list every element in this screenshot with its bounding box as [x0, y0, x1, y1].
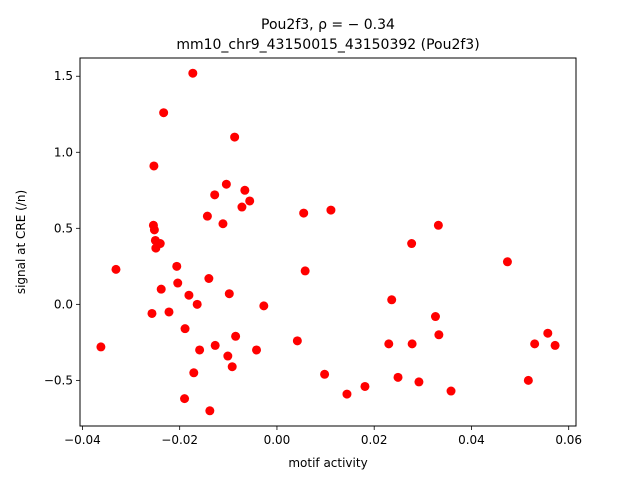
data-point: [164, 307, 174, 317]
data-point: [407, 339, 417, 349]
data-point: [189, 368, 199, 378]
data-point: [223, 351, 233, 361]
y-axis-ticks: −0.5 0.0 0.5 1.0 1.5: [44, 69, 80, 387]
data-point: [430, 312, 440, 322]
data-point: [342, 389, 352, 399]
x-axis-label: motif activity: [288, 456, 367, 470]
data-point: [300, 266, 310, 276]
data-point: [184, 290, 194, 300]
data-point: [245, 196, 255, 206]
data-point: [237, 202, 247, 212]
plot-frame: [79, 57, 577, 427]
data-point: [407, 239, 417, 249]
chart-title-line2: mm10_chr9_43150015_43150392 (Pou2f3): [176, 37, 479, 53]
data-point: [502, 257, 512, 267]
data-point: [188, 68, 198, 78]
y-tick-label: 0.5: [54, 221, 73, 235]
data-point: [393, 372, 403, 382]
data-point: [156, 284, 166, 294]
data-point: [210, 190, 220, 200]
data-point: [446, 386, 456, 396]
data-point: [543, 328, 553, 338]
data-point: [240, 185, 250, 195]
chart-title-line1: Pou2f3, ρ = − 0.34: [261, 17, 395, 33]
x-tick-label: 0.00: [264, 433, 291, 447]
data-point: [96, 342, 106, 352]
data-point: [147, 308, 157, 318]
data-point: [292, 336, 302, 346]
data-point: [159, 108, 169, 118]
data-point: [523, 375, 533, 385]
data-point: [299, 208, 309, 218]
y-tick-label: 1.5: [54, 69, 73, 83]
data-point: [320, 369, 330, 379]
data-point: [180, 394, 190, 404]
data-point: [202, 211, 212, 221]
data-point: [111, 264, 121, 274]
y-tick-label: 1.0: [54, 145, 73, 159]
data-point: [530, 339, 540, 349]
y-axis-label: signal at CRE (/n): [14, 190, 28, 294]
data-point: [360, 381, 370, 391]
data-point: [195, 345, 205, 355]
data-point: [221, 179, 231, 189]
data-point: [149, 225, 159, 235]
data-point: [173, 278, 183, 288]
x-axis-ticks: −0.04 −0.02 0.00 0.02 0.04 0.06: [64, 426, 582, 447]
data-point: [180, 324, 190, 334]
data-point: [227, 362, 237, 372]
data-point: [550, 340, 560, 350]
x-tick-label: 0.06: [555, 433, 582, 447]
data-point: [326, 205, 336, 215]
data-point: [384, 339, 394, 349]
data-point: [205, 406, 215, 416]
x-tick-label: 0.02: [361, 433, 388, 447]
x-tick-label: −0.02: [161, 433, 198, 447]
data-point: [149, 161, 159, 171]
data-point: [387, 295, 397, 305]
y-tick-label: −0.5: [44, 373, 73, 387]
data-points: [96, 68, 560, 416]
data-point: [218, 219, 228, 229]
data-point: [155, 239, 165, 249]
data-point: [172, 261, 182, 271]
data-point: [230, 132, 240, 142]
x-tick-label: −0.04: [64, 433, 101, 447]
data-point: [192, 299, 202, 309]
y-tick-label: 0.0: [54, 297, 73, 311]
data-point: [204, 274, 214, 283]
data-point: [414, 377, 424, 387]
data-point: [231, 331, 241, 341]
data-point: [434, 330, 444, 340]
data-point: [259, 301, 269, 311]
data-point: [210, 340, 220, 350]
data-point: [433, 220, 443, 230]
data-point: [224, 289, 234, 299]
x-tick-label: 0.04: [458, 433, 485, 447]
data-point: [252, 345, 262, 355]
